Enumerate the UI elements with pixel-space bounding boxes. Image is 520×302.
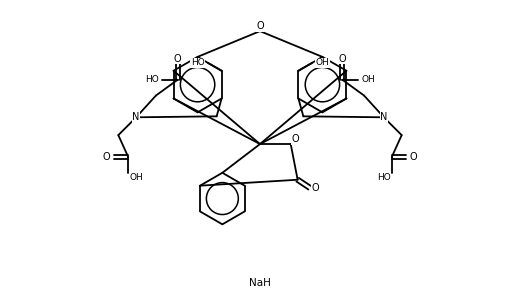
Text: O: O bbox=[311, 183, 319, 193]
Text: O: O bbox=[174, 54, 181, 64]
Text: HO: HO bbox=[191, 58, 205, 67]
Text: O: O bbox=[102, 152, 110, 162]
Text: OH: OH bbox=[361, 75, 375, 84]
Text: O: O bbox=[292, 134, 300, 144]
Text: HO: HO bbox=[377, 173, 391, 182]
Text: O: O bbox=[410, 152, 418, 162]
Text: OH: OH bbox=[129, 173, 143, 182]
Text: N: N bbox=[380, 112, 387, 122]
Text: OH: OH bbox=[315, 58, 329, 67]
Text: HO: HO bbox=[145, 75, 159, 84]
Text: N: N bbox=[133, 112, 140, 122]
Text: NaH: NaH bbox=[249, 278, 271, 288]
Text: O: O bbox=[256, 21, 264, 31]
Text: O: O bbox=[339, 54, 346, 64]
